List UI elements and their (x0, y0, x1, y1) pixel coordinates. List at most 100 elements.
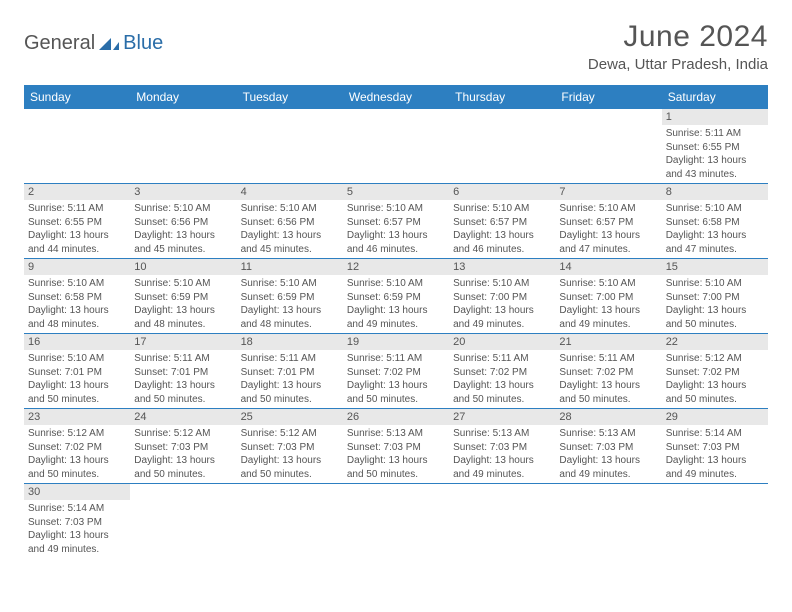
day-content: Sunrise: 5:10 AMSunset: 6:57 PMDaylight:… (343, 200, 449, 258)
sunset-line: Sunset: 6:57 PM (347, 216, 445, 230)
sunrise-line: Sunrise: 5:10 AM (453, 277, 551, 291)
day-number: 25 (237, 409, 343, 425)
sunrise-line: Sunrise: 5:13 AM (559, 427, 657, 441)
day-content: Sunrise: 5:10 AMSunset: 7:00 PMDaylight:… (662, 275, 768, 333)
day-content: Sunrise: 5:10 AMSunset: 7:01 PMDaylight:… (24, 350, 130, 408)
day-content: Sunrise: 5:10 AMSunset: 6:57 PMDaylight:… (449, 200, 555, 258)
day-number: 7 (555, 184, 661, 200)
sunset-line: Sunset: 7:03 PM (666, 441, 764, 455)
day-header: Friday (555, 85, 661, 109)
day-number: 13 (449, 259, 555, 275)
sunset-line: Sunset: 7:01 PM (134, 366, 232, 380)
calendar-cell: 18Sunrise: 5:11 AMSunset: 7:01 PMDayligh… (237, 334, 343, 409)
sunset-line: Sunset: 7:02 PM (347, 366, 445, 380)
day-number: 2 (24, 184, 130, 200)
day-header: Tuesday (237, 85, 343, 109)
daylight-line: Daylight: 13 hours and 49 minutes. (28, 529, 126, 556)
sunset-line: Sunset: 7:03 PM (559, 441, 657, 455)
calendar-cell: 22Sunrise: 5:12 AMSunset: 7:02 PMDayligh… (662, 334, 768, 409)
sunset-line: Sunset: 6:59 PM (347, 291, 445, 305)
day-content: Sunrise: 5:11 AMSunset: 7:02 PMDaylight:… (343, 350, 449, 408)
sunrise-line: Sunrise: 5:10 AM (134, 202, 232, 216)
sunrise-line: Sunrise: 5:14 AM (666, 427, 764, 441)
day-header: Thursday (449, 85, 555, 109)
day-content: Sunrise: 5:11 AMSunset: 7:02 PMDaylight:… (555, 350, 661, 408)
daylight-line: Daylight: 13 hours and 50 minutes. (347, 454, 445, 481)
title-block: June 2024 Dewa, Uttar Pradesh, India (588, 20, 768, 73)
day-content: Sunrise: 5:13 AMSunset: 7:03 PMDaylight:… (449, 425, 555, 483)
calendar-cell: 15Sunrise: 5:10 AMSunset: 7:00 PMDayligh… (662, 259, 768, 334)
daylight-line: Daylight: 13 hours and 46 minutes. (453, 229, 551, 256)
calendar-cell-empty (130, 109, 236, 184)
daylight-line: Daylight: 13 hours and 50 minutes. (559, 379, 657, 406)
daylight-line: Daylight: 13 hours and 48 minutes. (241, 304, 339, 331)
calendar-cell: 10Sunrise: 5:10 AMSunset: 6:59 PMDayligh… (130, 259, 236, 334)
calendar-body: 1Sunrise: 5:11 AMSunset: 6:55 PMDaylight… (24, 109, 768, 558)
sunrise-line: Sunrise: 5:10 AM (347, 202, 445, 216)
location-text: Dewa, Uttar Pradesh, India (588, 56, 768, 73)
day-header: Sunday (24, 85, 130, 109)
calendar-cell-empty (343, 484, 449, 559)
sunset-line: Sunset: 6:58 PM (28, 291, 126, 305)
calendar-cell: 5Sunrise: 5:10 AMSunset: 6:57 PMDaylight… (343, 184, 449, 259)
calendar-cell-empty (130, 484, 236, 559)
calendar-cell: 3Sunrise: 5:10 AMSunset: 6:56 PMDaylight… (130, 184, 236, 259)
calendar-cell-empty (24, 109, 130, 184)
daylight-line: Daylight: 13 hours and 49 minutes. (347, 304, 445, 331)
day-content: Sunrise: 5:10 AMSunset: 6:59 PMDaylight:… (130, 275, 236, 333)
calendar-cell: 1Sunrise: 5:11 AMSunset: 6:55 PMDaylight… (662, 109, 768, 184)
day-number: 9 (24, 259, 130, 275)
calendar-row: 23Sunrise: 5:12 AMSunset: 7:02 PMDayligh… (24, 409, 768, 484)
daylight-line: Daylight: 13 hours and 50 minutes. (134, 379, 232, 406)
day-content: Sunrise: 5:14 AMSunset: 7:03 PMDaylight:… (24, 500, 130, 558)
daylight-line: Daylight: 13 hours and 50 minutes. (28, 379, 126, 406)
day-content: Sunrise: 5:10 AMSunset: 6:58 PMDaylight:… (662, 200, 768, 258)
calendar-cell: 4Sunrise: 5:10 AMSunset: 6:56 PMDaylight… (237, 184, 343, 259)
sunset-line: Sunset: 7:03 PM (134, 441, 232, 455)
day-number: 28 (555, 409, 661, 425)
daylight-line: Daylight: 13 hours and 49 minutes. (453, 454, 551, 481)
day-content: Sunrise: 5:10 AMSunset: 6:59 PMDaylight:… (343, 275, 449, 333)
calendar-cell: 6Sunrise: 5:10 AMSunset: 6:57 PMDaylight… (449, 184, 555, 259)
daylight-line: Daylight: 13 hours and 50 minutes. (666, 379, 764, 406)
sunrise-line: Sunrise: 5:14 AM (28, 502, 126, 516)
daylight-line: Daylight: 13 hours and 44 minutes. (28, 229, 126, 256)
day-content: Sunrise: 5:13 AMSunset: 7:03 PMDaylight:… (343, 425, 449, 483)
daylight-line: Daylight: 13 hours and 50 minutes. (241, 454, 339, 481)
sunrise-line: Sunrise: 5:10 AM (453, 202, 551, 216)
daylight-line: Daylight: 13 hours and 45 minutes. (241, 229, 339, 256)
day-header: Monday (130, 85, 236, 109)
daylight-line: Daylight: 13 hours and 50 minutes. (28, 454, 126, 481)
sunset-line: Sunset: 6:57 PM (453, 216, 551, 230)
calendar-cell: 24Sunrise: 5:12 AMSunset: 7:03 PMDayligh… (130, 409, 236, 484)
sunrise-line: Sunrise: 5:12 AM (666, 352, 764, 366)
sunrise-line: Sunrise: 5:10 AM (559, 202, 657, 216)
day-header: Saturday (662, 85, 768, 109)
day-content: Sunrise: 5:10 AMSunset: 7:00 PMDaylight:… (449, 275, 555, 333)
day-number: 16 (24, 334, 130, 350)
sunset-line: Sunset: 7:02 PM (559, 366, 657, 380)
sunset-line: Sunset: 7:00 PM (453, 291, 551, 305)
sunset-line: Sunset: 6:55 PM (28, 216, 126, 230)
daylight-line: Daylight: 13 hours and 49 minutes. (559, 454, 657, 481)
day-number: 19 (343, 334, 449, 350)
sunset-line: Sunset: 7:01 PM (241, 366, 339, 380)
day-content: Sunrise: 5:11 AMSunset: 6:55 PMDaylight:… (24, 200, 130, 258)
sunset-line: Sunset: 7:00 PM (559, 291, 657, 305)
month-title: June 2024 (588, 20, 768, 54)
day-content: Sunrise: 5:10 AMSunset: 6:57 PMDaylight:… (555, 200, 661, 258)
sunrise-line: Sunrise: 5:12 AM (28, 427, 126, 441)
sunrise-line: Sunrise: 5:11 AM (453, 352, 551, 366)
sunrise-line: Sunrise: 5:11 AM (134, 352, 232, 366)
day-content: Sunrise: 5:13 AMSunset: 7:03 PMDaylight:… (555, 425, 661, 483)
sunrise-line: Sunrise: 5:11 AM (559, 352, 657, 366)
sunset-line: Sunset: 7:03 PM (347, 441, 445, 455)
calendar-cell: 21Sunrise: 5:11 AMSunset: 7:02 PMDayligh… (555, 334, 661, 409)
day-content: Sunrise: 5:10 AMSunset: 6:59 PMDaylight:… (237, 275, 343, 333)
sunrise-line: Sunrise: 5:12 AM (241, 427, 339, 441)
day-content: Sunrise: 5:11 AMSunset: 7:01 PMDaylight:… (237, 350, 343, 408)
sunset-line: Sunset: 6:55 PM (666, 141, 764, 155)
day-number: 10 (130, 259, 236, 275)
calendar-cell-empty (662, 484, 768, 559)
calendar-cell: 2Sunrise: 5:11 AMSunset: 6:55 PMDaylight… (24, 184, 130, 259)
